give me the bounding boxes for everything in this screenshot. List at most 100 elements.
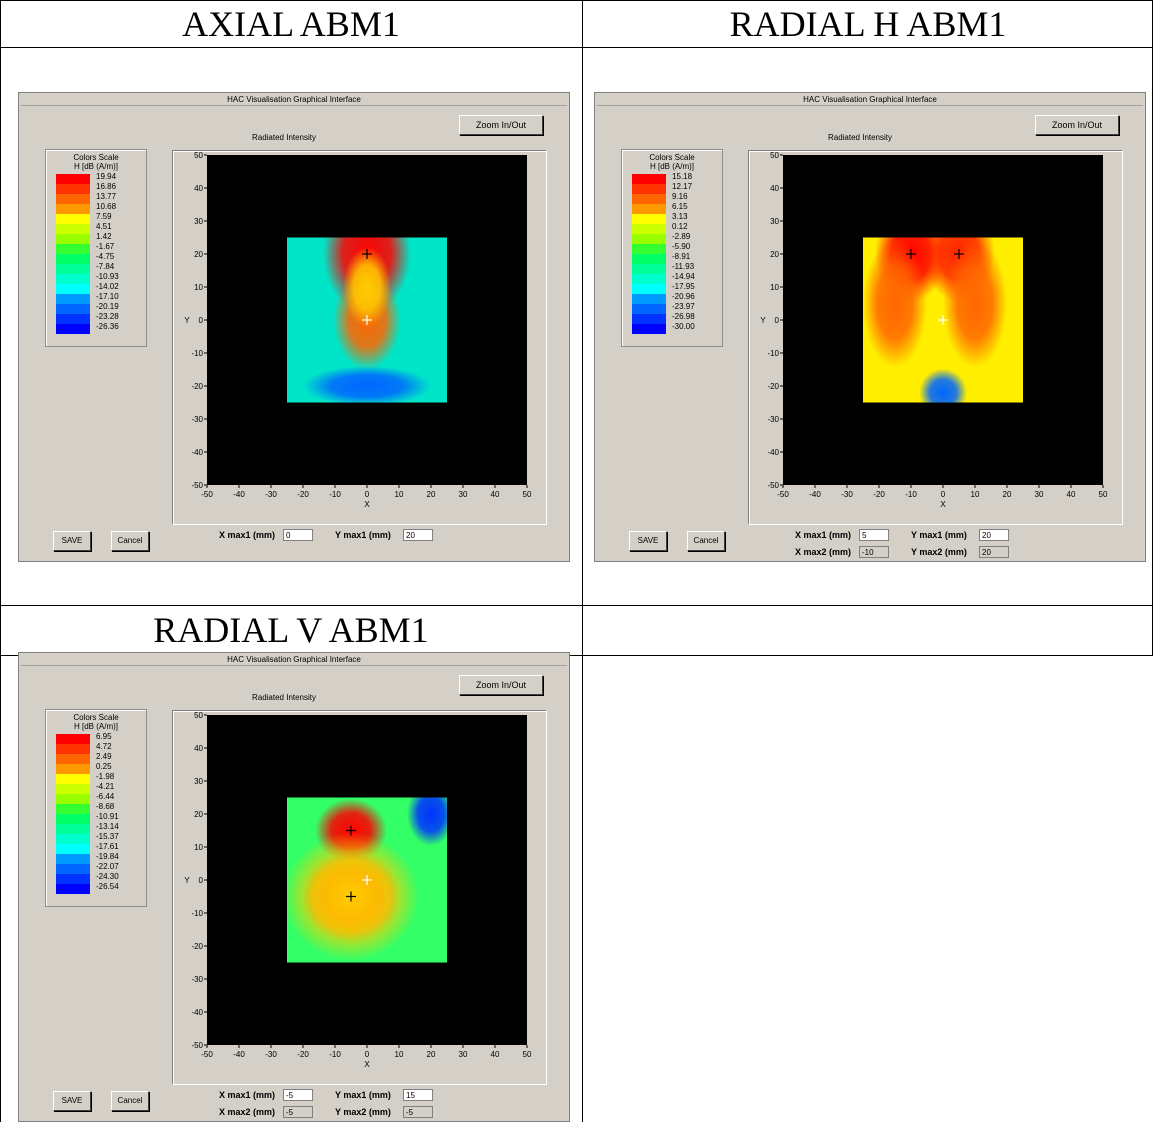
cancel-button[interactable]: Cancel bbox=[111, 531, 149, 551]
color-scale-value: 7.59 bbox=[96, 212, 112, 221]
field-label: Y max1 (mm) bbox=[911, 530, 967, 540]
cancel-button[interactable]: Cancel bbox=[111, 1091, 149, 1111]
zoom-button[interactable]: Zoom In/Out bbox=[1035, 115, 1119, 135]
max-value-field[interactable]: -5 bbox=[283, 1106, 313, 1118]
color-swatch bbox=[56, 734, 90, 744]
x-tick-label: 30 bbox=[1035, 490, 1044, 499]
plot-frame bbox=[173, 711, 547, 1085]
color-swatch bbox=[632, 184, 666, 194]
color-swatch bbox=[56, 174, 90, 184]
x-tick-label: 40 bbox=[491, 490, 500, 499]
field-label: X max1 (mm) bbox=[219, 530, 276, 540]
max-value-field[interactable]: 15 bbox=[403, 1089, 433, 1101]
max-value-field[interactable]: 20 bbox=[979, 546, 1009, 558]
color-swatch bbox=[56, 874, 90, 884]
y-tick-label: -50 bbox=[191, 1041, 203, 1050]
color-swatch bbox=[632, 274, 666, 284]
color-scale-value: 15.18 bbox=[672, 172, 693, 181]
color-scale-title: Colors Scale bbox=[73, 153, 119, 162]
color-scale-value: -1.98 bbox=[96, 772, 115, 781]
color-scale-value: 19.94 bbox=[96, 172, 117, 181]
hac-window-axial: HAC Visualisation Graphical Interface Zoo… bbox=[18, 92, 570, 562]
color-scale-value: 12.17 bbox=[672, 182, 693, 191]
color-scale-value: -1.67 bbox=[96, 242, 115, 251]
y-tick-label: 20 bbox=[194, 250, 203, 259]
y-tick-label: 30 bbox=[770, 217, 779, 226]
y-tick-label: 50 bbox=[194, 711, 203, 720]
color-scale-value: -14.94 bbox=[672, 272, 695, 281]
table-row-divider bbox=[0, 47, 1153, 48]
color-scale-value: -4.75 bbox=[96, 252, 115, 261]
x-tick-label: -30 bbox=[265, 490, 277, 499]
x-tick-label: 10 bbox=[971, 490, 980, 499]
color-swatch bbox=[56, 884, 90, 894]
color-scale-value: -13.14 bbox=[96, 822, 119, 831]
x-tick-label: 0 bbox=[941, 490, 946, 499]
save-button[interactable]: SAVE bbox=[53, 1091, 91, 1111]
color-scale-value: 6.15 bbox=[672, 202, 688, 211]
cancel-button[interactable]: Cancel bbox=[687, 531, 725, 551]
max-value-field[interactable]: -5 bbox=[403, 1106, 433, 1118]
y-tick-label: -20 bbox=[191, 942, 203, 951]
heatmap-field bbox=[863, 237, 1023, 403]
zoom-button[interactable]: Zoom In/Out bbox=[459, 675, 543, 695]
color-swatch bbox=[56, 744, 90, 754]
color-swatch bbox=[632, 254, 666, 264]
color-scale-value: -6.44 bbox=[96, 792, 115, 801]
zoom-button[interactable]: Zoom In/Out bbox=[459, 115, 543, 135]
color-swatch bbox=[56, 834, 90, 844]
y-tick-label: -40 bbox=[767, 448, 779, 457]
color-swatch bbox=[632, 314, 666, 324]
max-value-field[interactable]: -10 bbox=[859, 546, 889, 558]
table-row-divider bbox=[0, 655, 1153, 656]
x-axis-label: X bbox=[364, 1060, 370, 1069]
color-scale-value: 0.25 bbox=[96, 762, 112, 771]
color-scale-value: 9.16 bbox=[672, 192, 688, 201]
color-scale-value: -10.91 bbox=[96, 812, 119, 821]
y-tick-label: -30 bbox=[767, 415, 779, 424]
save-button[interactable]: SAVE bbox=[53, 531, 91, 551]
y-tick-label: -30 bbox=[191, 415, 203, 424]
color-scale-value: -4.21 bbox=[96, 782, 115, 791]
max-value-field[interactable]: 0 bbox=[283, 529, 313, 541]
x-tick-label: -20 bbox=[297, 490, 309, 499]
x-tick-label: 40 bbox=[491, 1050, 500, 1059]
y-tick-label: 10 bbox=[194, 283, 203, 292]
color-scale-value: -26.98 bbox=[672, 312, 695, 321]
x-tick-label: 50 bbox=[523, 490, 532, 499]
y-tick-label: -10 bbox=[191, 909, 203, 918]
x-tick-label: -50 bbox=[201, 490, 213, 499]
color-swatch bbox=[56, 294, 90, 304]
max-value-field[interactable]: -5 bbox=[283, 1089, 313, 1101]
color-scale-value: -2.89 bbox=[672, 232, 691, 241]
field-label: X max2 (mm) bbox=[219, 1107, 276, 1117]
color-scale-value: -17.10 bbox=[96, 292, 119, 301]
y-tick-label: -40 bbox=[191, 448, 203, 457]
x-tick-label: 10 bbox=[395, 1050, 404, 1059]
table-border-left bbox=[0, 0, 1, 1122]
color-swatch bbox=[632, 304, 666, 314]
color-scale-value: -5.90 bbox=[672, 242, 691, 251]
field-label: Y max1 (mm) bbox=[335, 1090, 391, 1100]
y-tick-label: 0 bbox=[199, 876, 204, 885]
y-axis-label: Y bbox=[184, 876, 190, 885]
max-value-field[interactable]: 20 bbox=[403, 529, 433, 541]
x-tick-label: -40 bbox=[233, 1050, 245, 1059]
color-scale-value: -19.84 bbox=[96, 852, 119, 861]
color-swatch bbox=[56, 324, 90, 334]
max-value-field[interactable]: 20 bbox=[979, 529, 1009, 541]
y-tick-label: -10 bbox=[767, 349, 779, 358]
y-tick-label: 10 bbox=[770, 283, 779, 292]
field-label: Y max2 (mm) bbox=[911, 547, 967, 557]
color-swatch bbox=[632, 174, 666, 184]
color-scale-value: -17.95 bbox=[672, 282, 695, 291]
save-button[interactable]: SAVE bbox=[629, 531, 667, 551]
color-scale-value: 16.86 bbox=[96, 182, 117, 191]
color-swatch bbox=[632, 224, 666, 234]
max-value-field[interactable]: 5 bbox=[859, 529, 889, 541]
field-label: Y max2 (mm) bbox=[335, 1107, 391, 1117]
color-scale-title: Colors Scale bbox=[649, 153, 695, 162]
y-tick-label: 0 bbox=[775, 316, 780, 325]
y-tick-label: -10 bbox=[191, 349, 203, 358]
x-tick-label: -30 bbox=[265, 1050, 277, 1059]
